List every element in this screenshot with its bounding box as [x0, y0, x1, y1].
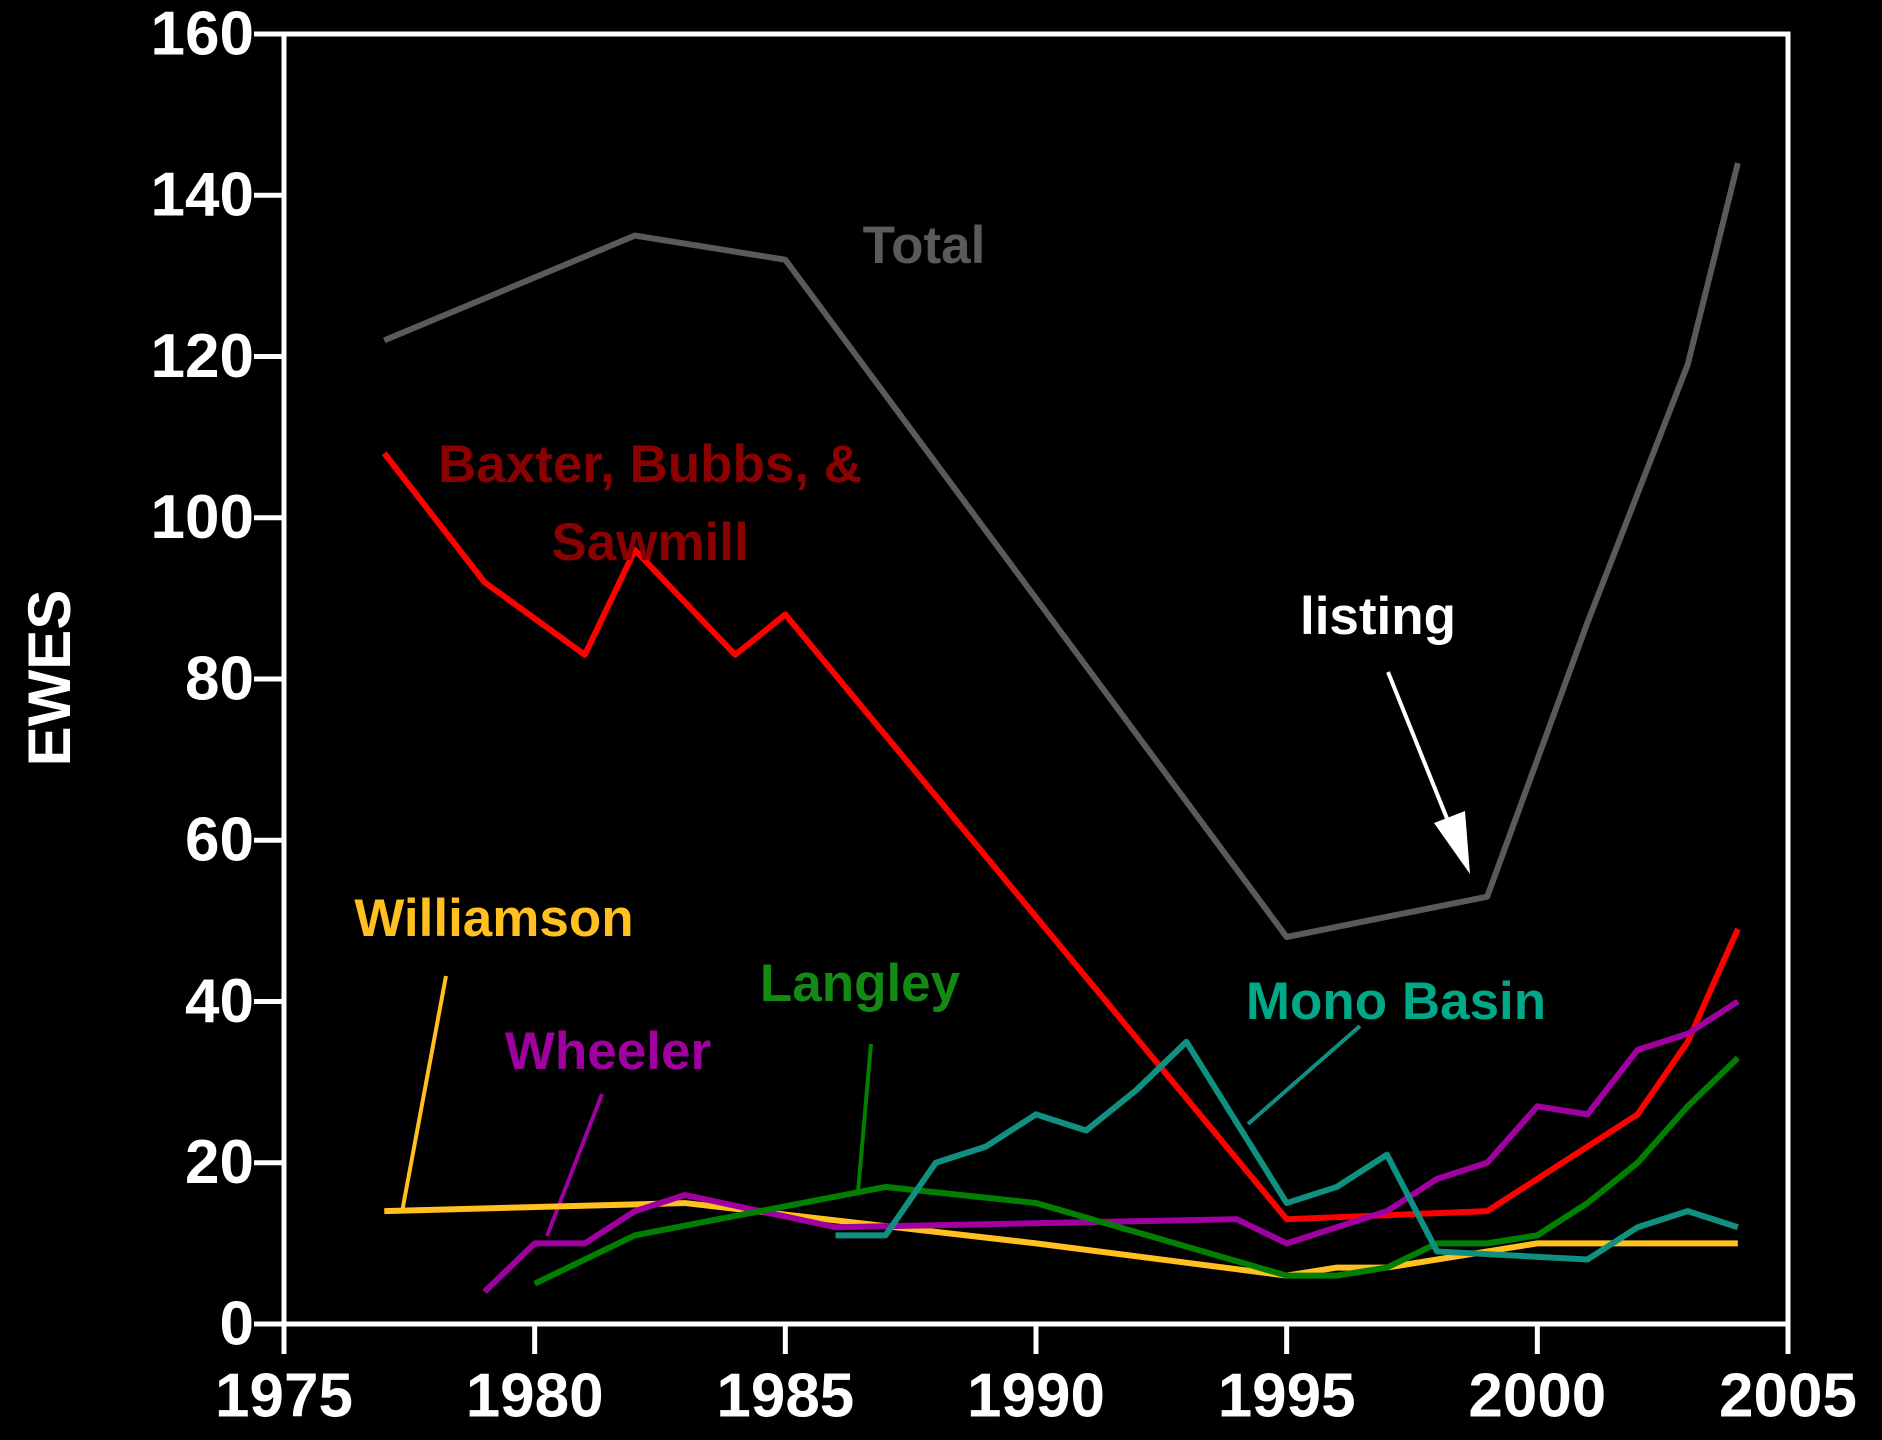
x-tick-label: 2000: [1468, 1361, 1606, 1430]
y-tick-label: 100: [151, 483, 254, 552]
x-tick-label: 1995: [1218, 1361, 1356, 1430]
leader-line: [545, 1093, 604, 1237]
arrow-head: [1434, 811, 1470, 874]
series-label: Langley: [759, 954, 961, 1013]
y-tick-label: 0: [220, 1289, 254, 1358]
series-line: [482, 998, 1740, 1294]
series-line: [381, 451, 1741, 1223]
arrow-shaft: [1386, 671, 1452, 827]
x-tick-label: 2005: [1719, 1361, 1857, 1430]
y-tick-label: 20: [185, 1128, 254, 1197]
series-label: Total: [862, 216, 986, 275]
y-tick-label: 120: [151, 322, 254, 391]
x-tick-label: 1975: [215, 1361, 353, 1430]
plot-frame: [281, 31, 1791, 1327]
y-tick-label: 160: [151, 0, 254, 68]
series-line: [835, 1038, 1739, 1263]
y-tick-label: 140: [151, 161, 254, 230]
annotation: listing: [1300, 587, 1456, 646]
leader-line: [856, 1043, 873, 1193]
y-tick-label: 40: [185, 967, 254, 1036]
series-line: [383, 162, 1741, 940]
series-label: Wheeler: [504, 1022, 712, 1081]
x-tick-label: 1990: [967, 1361, 1105, 1430]
y-axis-label: EWES: [16, 590, 83, 767]
leader-line: [400, 975, 448, 1213]
leader-line: [1246, 1024, 1362, 1126]
series-label: Baxter, Bubbs, & Sawmill: [437, 435, 863, 572]
y-tick-label: 60: [185, 806, 254, 875]
x-tick-label: 1980: [466, 1361, 604, 1430]
y-tick-label: 80: [185, 644, 254, 713]
leader-lines: [400, 671, 1470, 1237]
series-label: Williamson: [354, 889, 634, 948]
series-label: Mono Basin: [1245, 972, 1547, 1031]
x-tick-label: 1985: [716, 1361, 854, 1430]
series-line: [533, 1055, 1740, 1287]
